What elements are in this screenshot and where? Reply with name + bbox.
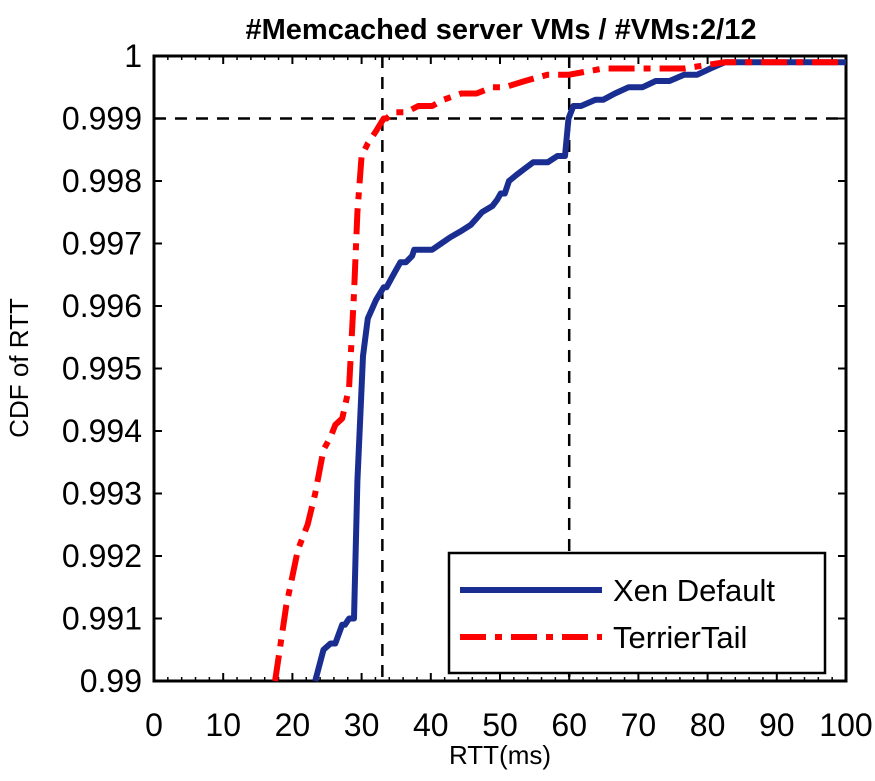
- x-tick-label: 0: [145, 707, 163, 743]
- x-tick-label: 30: [344, 707, 380, 743]
- y-tick-label: 0.99: [80, 663, 142, 699]
- legend-label-terriertail: TerrierTail: [613, 620, 747, 655]
- y-tick-label: 0.996: [62, 288, 142, 324]
- y-tick-label: 0.997: [62, 226, 142, 262]
- x-axis-label: RTT(ms): [449, 740, 551, 770]
- y-tick-label: 1: [124, 38, 142, 74]
- x-tick-label: 50: [482, 707, 518, 743]
- x-tick-label: 80: [690, 707, 726, 743]
- x-tick-label: 100: [819, 707, 872, 743]
- legend-label-xen-default: Xen Default: [613, 573, 775, 608]
- y-tick-label: 0.995: [62, 351, 142, 387]
- y-tick-label: 0.999: [62, 101, 142, 137]
- x-tick-label: 20: [275, 707, 311, 743]
- x-tick-label: 70: [621, 707, 657, 743]
- y-tick-label: 0.991: [62, 601, 142, 637]
- x-tick-label: 10: [205, 707, 241, 743]
- x-tick-label: 40: [413, 707, 449, 743]
- axis-ticks: [153, 55, 847, 682]
- x-tick-label: 60: [551, 707, 587, 743]
- y-tick-label: 0.993: [62, 476, 142, 512]
- y-tick-label: 0.998: [62, 163, 142, 199]
- reference-lines: [154, 56, 846, 681]
- y-axis-tick-labels: 0.99 0.991 0.992 0.993 0.994 0.995 0.996 0.997 0…: [62, 38, 142, 699]
- series-line-xen-default: [312, 59, 846, 682]
- legend: Xen Default TerrierTail: [447, 551, 827, 675]
- series-line-terriertail: [272, 59, 846, 682]
- legend-box: [447, 551, 827, 675]
- x-axis-tick-labels: 0 10 20 30 40 50 60 70 80 90 100: [145, 707, 873, 743]
- x-tick-label: 90: [759, 707, 795, 743]
- chart-title: #Memcached server VMs / #VMs:2/12: [246, 14, 757, 46]
- y-tick-label: 0.992: [62, 538, 142, 574]
- series-layer: [272, 59, 846, 682]
- y-tick-label: 0.994: [62, 413, 142, 449]
- y-axis-label: CDF of RTT: [4, 298, 34, 438]
